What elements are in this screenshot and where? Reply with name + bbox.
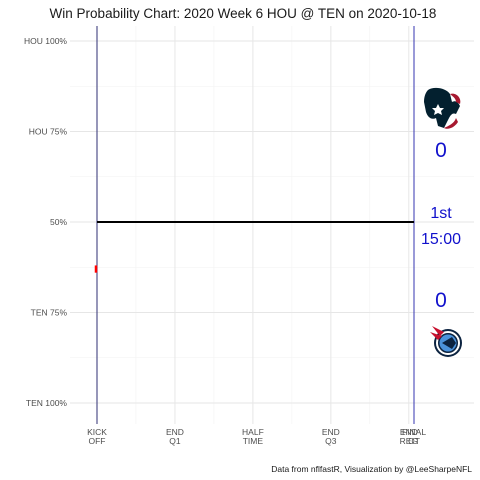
game-clock: 15:00: [421, 231, 461, 248]
x-tick-label: END: [166, 427, 184, 437]
minor-gridlines: [70, 26, 474, 424]
x-tick-label: Q1: [169, 436, 181, 446]
y-tick-label: 50%: [50, 217, 67, 227]
x-tick-label: END: [400, 427, 418, 437]
tennessee-titans-logo-icon: [430, 326, 462, 357]
away-team-score: 0: [435, 289, 447, 312]
x-tick-label: END: [322, 427, 340, 437]
x-tick-label: FINAL: [402, 427, 426, 437]
chart-title: Win Probability Chart: 2020 Week 6 HOU @…: [50, 6, 437, 21]
x-tick-label: HALF: [242, 427, 264, 437]
x-tick-label: OFF: [89, 436, 106, 446]
y-axis-labels: HOU 100% HOU 75% 50% TEN 75% TEN 100%: [24, 36, 67, 408]
y-tick-label: HOU 75%: [29, 127, 68, 137]
x-tick-label: Q3: [325, 436, 337, 446]
houston-texans-logo-icon: [424, 87, 461, 129]
y-tick-label: TEN 100%: [26, 398, 68, 408]
home-team-score: 0: [435, 139, 447, 162]
y-tick-label: HOU 100%: [24, 36, 67, 46]
x-tick-label: KICK: [87, 427, 107, 437]
major-gridlines: [70, 26, 474, 424]
y-tick-label: TEN 75%: [31, 308, 68, 318]
chart-caption: Data from nflfastR, Visualization by @Le…: [271, 464, 472, 474]
game-quarter: 1st: [430, 205, 452, 222]
x-tick-label: OT: [408, 436, 420, 446]
win-probability-series: [94, 221, 414, 273]
time-boundary-lines: [96, 26, 415, 424]
x-tick-label: REG: [400, 436, 418, 446]
x-tick-label: TIME: [243, 436, 264, 446]
